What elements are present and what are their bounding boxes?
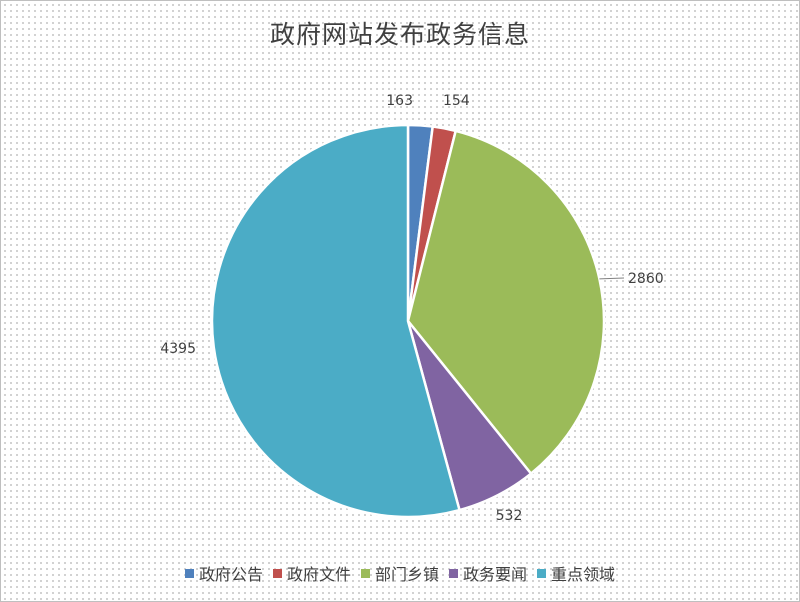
data-label-0: 163 (386, 93, 413, 109)
legend-label-0: 政府公告 (198, 565, 263, 584)
legend-item-3: 政务要闻 (449, 561, 527, 585)
chart-title: 政府网站发布政务信息 (269, 20, 530, 49)
legend-label-4: 重点领域 (551, 565, 616, 584)
legend-item-0: 政府公告 (184, 561, 263, 585)
legend-label-2: 部门乡镇 (374, 565, 439, 584)
legend-item-4: 重点领域 (537, 561, 615, 585)
legend-swatch-1 (272, 568, 282, 578)
legend-label-1: 政府文件 (286, 565, 351, 584)
legend-swatch-4 (537, 568, 547, 578)
legend-swatch-0 (184, 568, 194, 578)
chart-legend: 政府公告 政府文件 部门乡镇 政务要闻 重点领域 (1, 561, 799, 585)
legend-item-2: 部门乡镇 (360, 561, 439, 585)
legend-swatch-3 (449, 568, 458, 578)
data-label-3: 532 (496, 508, 523, 524)
pie-slice-4 (210, 123, 461, 519)
data-label-2: 2860 (628, 271, 664, 287)
data-label-1: 154 (443, 93, 470, 109)
legend-label-3: 政务要闻 (463, 565, 528, 584)
legend-swatch-2 (360, 568, 370, 578)
legend-item-1: 政府文件 (272, 561, 351, 585)
data-label-4: 4395 (160, 341, 196, 357)
leader-line-2 (599, 277, 625, 280)
